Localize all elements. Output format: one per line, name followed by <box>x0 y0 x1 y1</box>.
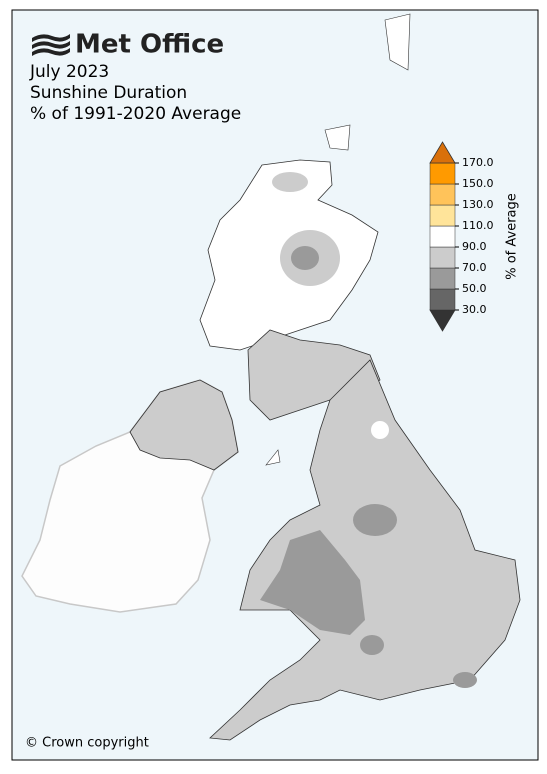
shade <box>291 246 319 270</box>
shade <box>272 172 308 192</box>
legend-swatch <box>429 183 456 206</box>
legend-swatch <box>429 204 456 227</box>
legend-swatch <box>429 225 456 248</box>
legend: 30.0 50.0 70.0 90.0 110.0 130.0 150.0 170.0 % of… <box>429 141 520 332</box>
legend-tick-label: 170.0 <box>462 156 494 169</box>
legend-tick-label: 90.0 <box>462 240 487 253</box>
legend-swatch <box>429 267 456 290</box>
shade <box>360 635 384 655</box>
map-subtitle: Sunshine Duration <box>30 83 187 103</box>
legend-tick-label: 50.0 <box>462 282 487 295</box>
legend-extension <box>429 141 456 164</box>
legend-tick-label: 70.0 <box>462 261 487 274</box>
legend-tick-label: 130.0 <box>462 198 494 211</box>
northern-ireland <box>129 379 239 471</box>
legend-tick-label: 150.0 <box>462 177 494 190</box>
shade <box>453 672 477 688</box>
legend-tick-label: 110.0 <box>462 219 494 232</box>
legend-swatch <box>429 162 456 185</box>
shade <box>371 421 389 439</box>
shade <box>260 530 365 635</box>
logo-mark <box>32 34 70 56</box>
orkney <box>324 124 351 151</box>
legend-swatch <box>429 246 456 269</box>
shade <box>353 504 397 536</box>
legend-title: % of Average <box>505 193 520 280</box>
england-wales <box>209 359 521 741</box>
copyright: © Crown copyright <box>25 736 149 751</box>
brand: Met Office <box>75 30 224 60</box>
shetland <box>384 13 411 71</box>
legend-tick-label: 30.0 <box>462 303 487 316</box>
legend-swatch <box>429 288 456 311</box>
map-title: July 2023 <box>29 62 109 82</box>
map-measure: % of 1991-2020 Average <box>30 104 241 124</box>
isle-of-man <box>265 449 281 466</box>
